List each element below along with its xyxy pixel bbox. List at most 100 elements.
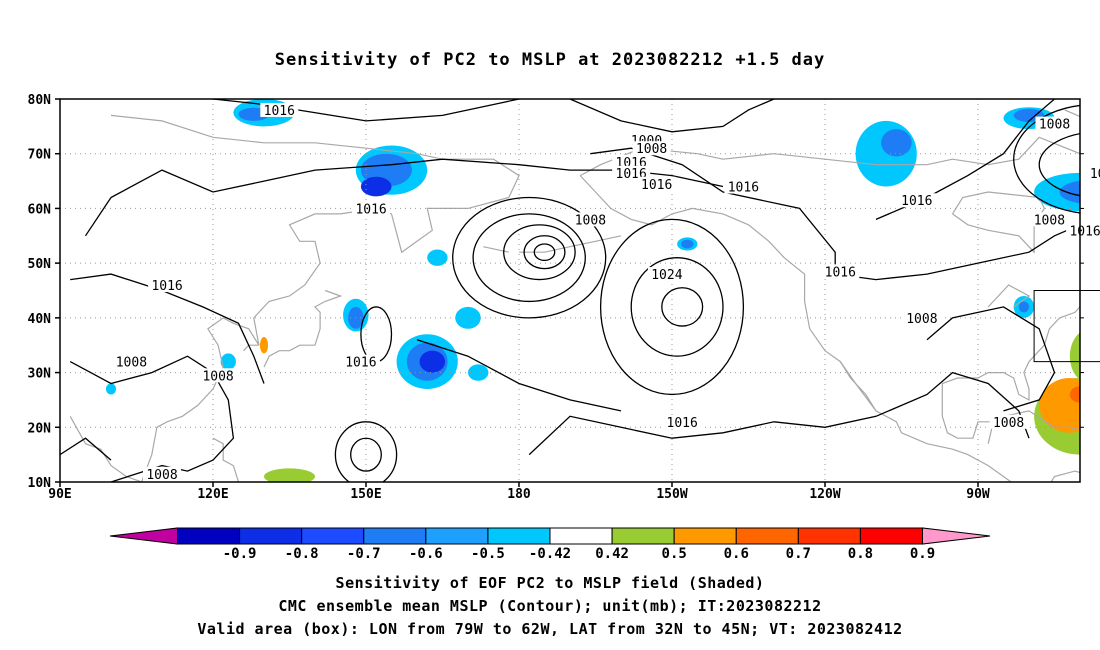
legend-label: -0.9 — [223, 546, 257, 562]
legend-cell — [859, 527, 924, 545]
contour-label-bg — [637, 176, 676, 191]
contour-label-bg — [1030, 212, 1069, 227]
mslp-contour — [70, 273, 265, 384]
mslp-contour — [569, 99, 775, 133]
lat-label: 50N — [28, 257, 52, 272]
mslp-contour — [416, 339, 622, 412]
sensitivity-shade — [1095, 351, 1100, 362]
map-title: Sensitivity of PC2 to MSLP at 2023082212… — [274, 50, 826, 70]
sensitivity-shade — [1090, 353, 1100, 380]
contour-label-bg — [341, 354, 380, 369]
mslp-contour — [472, 213, 586, 303]
lon-label: 120W — [809, 487, 840, 502]
sensitivity-shade — [1069, 332, 1080, 380]
coastline — [987, 284, 1031, 308]
contour-label: 1008 — [116, 356, 147, 371]
sensitivity-shade — [427, 249, 448, 266]
mslp-contour — [533, 243, 556, 262]
lat-label: 20N — [28, 421, 52, 436]
mslp-contour — [630, 257, 724, 357]
legend-cell — [363, 527, 427, 545]
valid-area-box — [1033, 290, 1100, 363]
contour-label: 1008 — [575, 213, 606, 228]
legend-label: -0.8 — [285, 546, 319, 562]
sensitivity-shade — [1018, 301, 1029, 313]
legend-cell — [109, 527, 178, 545]
sensitivity-shade — [468, 364, 489, 381]
contour-label: 1008 — [906, 312, 937, 327]
shading-layer — [105, 99, 1100, 482]
coastline — [1003, 410, 1080, 431]
lon-label: 180 — [507, 487, 531, 502]
contour-label: 1008 — [993, 416, 1024, 431]
legend-label: 0.6 — [724, 546, 749, 562]
legend-label: 0.42 — [595, 546, 629, 562]
contour-label-bg — [897, 193, 936, 208]
contour-label-bg — [1066, 223, 1100, 238]
coastline — [579, 175, 1013, 482]
sensitivity-shade — [455, 306, 481, 329]
mslp-contour — [350, 437, 382, 472]
contour-label-layer: 1016100010081016101610161016100810001016… — [112, 102, 1100, 483]
contour-label: 1008 — [146, 468, 177, 483]
sensitivity-shade — [1069, 386, 1080, 403]
contour-label-bg — [112, 354, 151, 369]
contour-label-bg — [647, 267, 686, 282]
mslp-contour — [452, 196, 607, 319]
mslp-contour — [360, 306, 393, 363]
legend-cell — [673, 527, 737, 545]
lat-label: 60N — [28, 202, 52, 217]
contour-label-bg — [571, 212, 610, 227]
lon-label: 150E — [350, 487, 381, 502]
legend-cell — [922, 527, 991, 545]
sensitivity-shade — [105, 383, 117, 395]
sensitivity-shade — [681, 239, 694, 249]
contour-label-bg — [612, 165, 651, 180]
sensitivity-shade — [220, 353, 236, 370]
sensitivity-shade — [259, 337, 269, 354]
legend-cell — [797, 527, 861, 545]
contour-label: 1016 — [264, 104, 295, 119]
mslp-contour — [1013, 104, 1080, 214]
legend-label: 0.7 — [786, 546, 811, 562]
contour-label-bg — [143, 466, 181, 481]
sensitivity-shade — [419, 350, 446, 373]
coastline — [212, 437, 240, 482]
lat-label: 10N — [28, 476, 52, 491]
contour-layer — [60, 99, 1080, 482]
coastline — [941, 394, 995, 444]
legend-label: -0.7 — [347, 546, 381, 562]
sensitivity-shade — [1059, 180, 1080, 204]
contour-label: 1016 — [901, 194, 932, 209]
legend-label: 0.8 — [848, 546, 873, 562]
contour-label-bg — [724, 179, 763, 194]
contour-label: 1024 — [651, 268, 682, 283]
contour-label-bg — [612, 154, 651, 169]
contour-label: 1008 — [1034, 213, 1065, 228]
color-legend: -0.9 -0.8 -0.7 -0.6 -0.5 -0.42 0.42 0.5 0.6 0.7 0.… — [109, 527, 991, 562]
legend-cell — [239, 527, 303, 545]
coastline — [839, 361, 877, 412]
contour-label: 1008 — [202, 369, 233, 384]
map-frame — [59, 98, 1081, 483]
contour-label-bg — [821, 264, 860, 279]
contour-label: 1016 — [1069, 224, 1100, 239]
lon-label: 90W — [966, 487, 990, 502]
coastline — [519, 235, 622, 253]
lat-label: 40N — [28, 312, 52, 327]
contour-label-bg — [989, 414, 1028, 429]
legend-cell — [425, 527, 489, 545]
contour-label-bg — [1035, 116, 1074, 131]
contour-label: 1016 — [151, 279, 182, 294]
sensitivity-shade — [855, 120, 917, 187]
contour-label: 1016 — [641, 178, 672, 193]
sensitivity-shade — [1085, 180, 1100, 193]
contour-label: 1016 — [355, 202, 386, 217]
contour-label-bg — [199, 368, 238, 383]
mslp-contour — [523, 235, 566, 270]
legend-label: -0.42 — [529, 546, 571, 562]
gridline-layer — [60, 99, 1080, 482]
coastline — [483, 246, 509, 253]
contour-label: 1016 — [667, 416, 698, 431]
